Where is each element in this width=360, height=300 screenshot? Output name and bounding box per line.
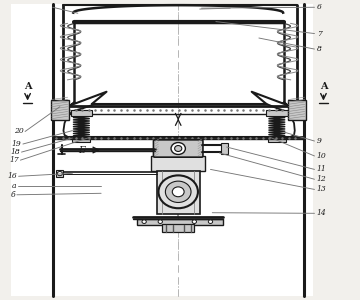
Circle shape bbox=[208, 220, 213, 224]
Circle shape bbox=[158, 176, 198, 208]
Bar bbox=[51, 100, 69, 120]
Text: 16: 16 bbox=[8, 172, 17, 180]
Text: 18: 18 bbox=[10, 148, 20, 156]
Circle shape bbox=[192, 220, 197, 224]
Bar bbox=[288, 100, 306, 120]
Text: 12: 12 bbox=[317, 175, 327, 183]
Bar bbox=[12, 4, 313, 296]
Bar bbox=[221, 143, 228, 154]
Text: 11: 11 bbox=[317, 165, 327, 173]
Bar bbox=[266, 110, 288, 116]
Text: A: A bbox=[320, 82, 327, 91]
Bar bbox=[72, 136, 90, 142]
Text: 10: 10 bbox=[317, 152, 327, 160]
Circle shape bbox=[142, 220, 146, 224]
Bar bbox=[162, 224, 194, 232]
Text: 8: 8 bbox=[317, 45, 321, 53]
Text: б: б bbox=[11, 191, 15, 199]
Text: 13: 13 bbox=[317, 185, 327, 194]
Bar bbox=[137, 219, 223, 225]
Text: 6: 6 bbox=[317, 3, 321, 11]
Circle shape bbox=[158, 220, 162, 224]
Text: 14: 14 bbox=[317, 209, 327, 217]
Text: 19: 19 bbox=[12, 140, 22, 148]
Circle shape bbox=[57, 172, 62, 176]
Circle shape bbox=[175, 146, 182, 152]
FancyBboxPatch shape bbox=[153, 140, 203, 157]
Text: 20: 20 bbox=[14, 128, 24, 136]
Text: 17: 17 bbox=[9, 156, 19, 164]
Text: 9: 9 bbox=[317, 137, 321, 145]
Circle shape bbox=[165, 181, 191, 202]
Text: Б: Б bbox=[78, 146, 85, 154]
Bar bbox=[157, 171, 200, 214]
Bar bbox=[56, 170, 63, 178]
Circle shape bbox=[172, 187, 184, 197]
Text: A: A bbox=[24, 82, 31, 91]
Text: a: a bbox=[12, 182, 16, 190]
Bar bbox=[268, 136, 286, 142]
Bar bbox=[151, 156, 205, 171]
Bar bbox=[71, 110, 92, 116]
Circle shape bbox=[171, 142, 185, 154]
Text: 7: 7 bbox=[317, 29, 321, 38]
